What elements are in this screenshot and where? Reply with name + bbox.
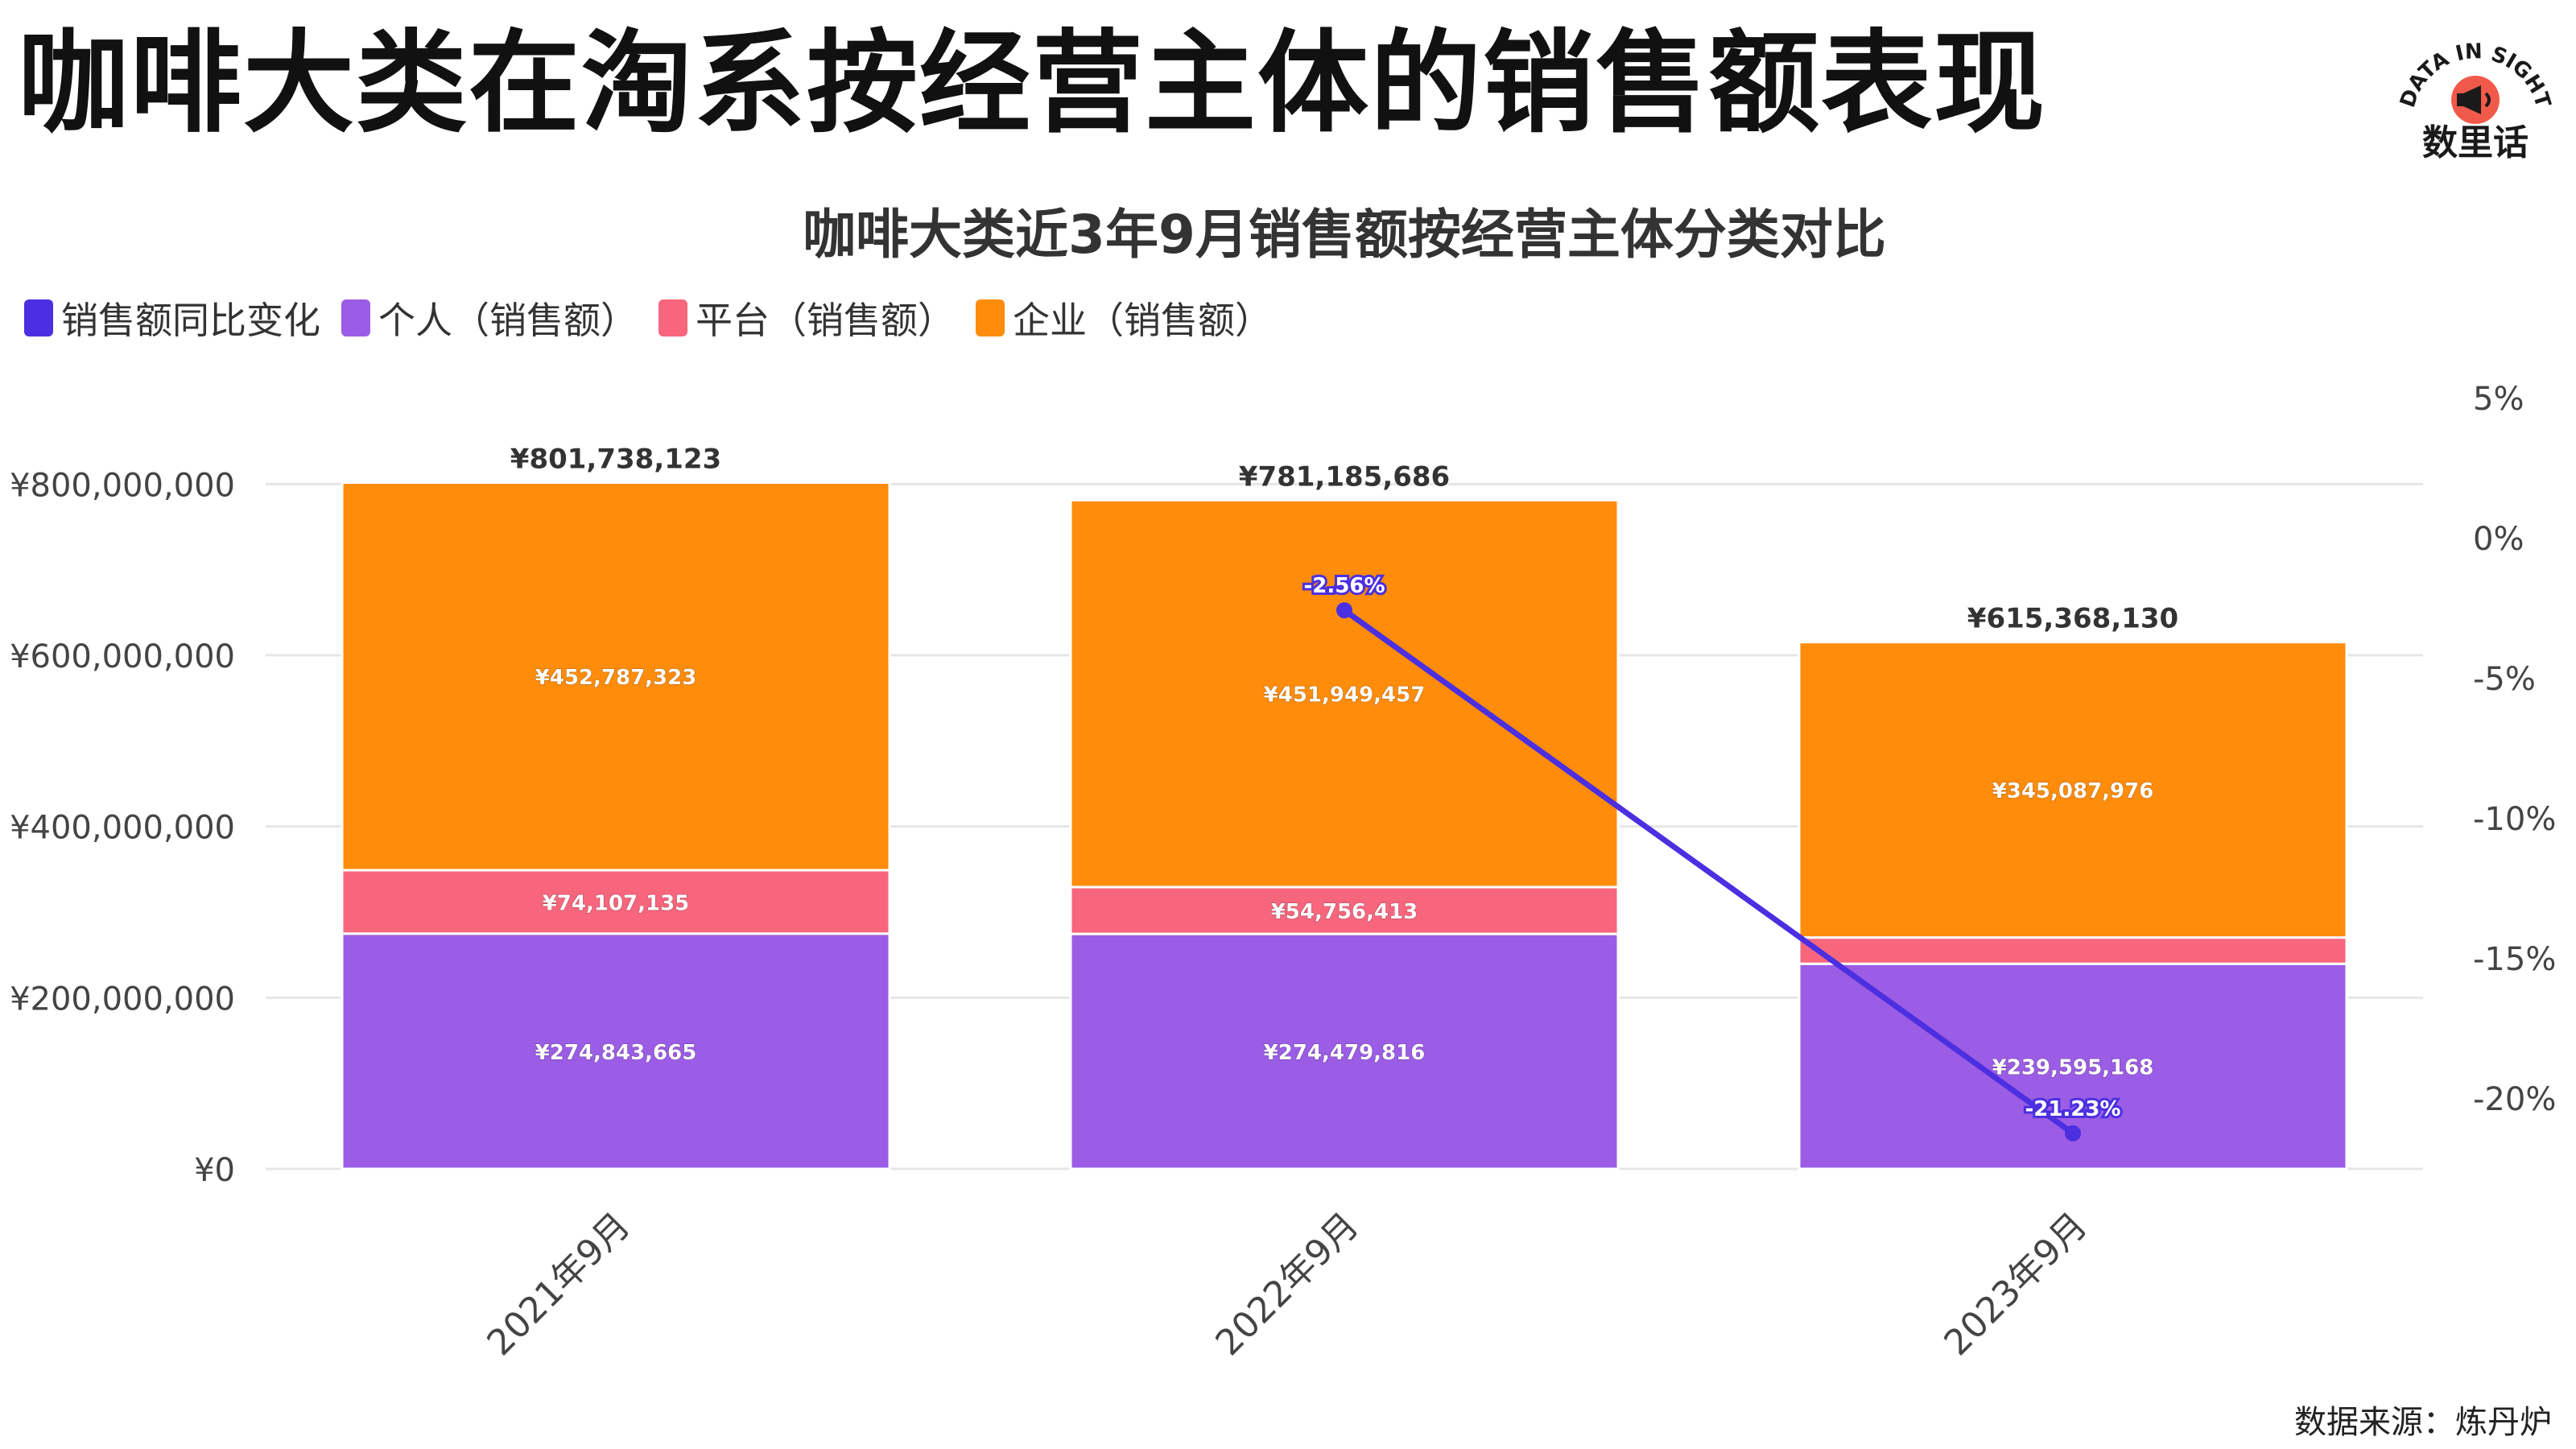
bar-segment — [1798, 936, 2348, 965]
bar-value-label: ¥274,843,665 — [535, 1041, 697, 1065]
x-tick-label: 2021年9月 — [480, 1205, 638, 1364]
bar-segment — [1069, 498, 1620, 889]
bar-value-label: ¥452,787,323 — [535, 666, 697, 690]
bar-segment — [1069, 886, 1620, 935]
bar-value-label: ¥54,756,413 — [1271, 900, 1418, 924]
brand-logo: DATA IN SIGHT 数里话 — [2396, 39, 2555, 161]
legend-label: 个人（销售额） — [378, 299, 638, 342]
yoy-point — [1336, 602, 1352, 619]
yoy-point-label: -2.56% — [1304, 574, 1385, 598]
y-left-tick-label: ¥400,000,000 — [10, 810, 235, 847]
x-tick-label: 2023年9月 — [1937, 1205, 2095, 1364]
bar-segment — [341, 869, 891, 935]
chart-title: 咖啡大类近3年9月销售额按经营主体分类对比 — [803, 204, 1886, 266]
legend-item-platform[interactable]: 平台（销售额） — [658, 291, 955, 345]
bar-value-label: ¥274,479,816 — [1264, 1041, 1426, 1065]
y-right-tick-label: -5% — [2473, 661, 2536, 698]
legend-swatch — [24, 299, 53, 336]
legend-label: 销售额同比变化 — [61, 299, 320, 342]
y-right-tick-label: -20% — [2473, 1081, 2556, 1118]
yoy-line — [1342, 608, 2075, 1136]
bar-segment — [341, 481, 891, 872]
y-left-tick-label: ¥600,000,000 — [10, 638, 235, 675]
y-left-tick-label: ¥200,000,000 — [10, 980, 235, 1018]
bar-total-label: ¥781,185,686 — [1239, 460, 1450, 493]
y-left-tick-label: ¥800,000,000 — [10, 467, 235, 504]
yoy-point — [2065, 1125, 2081, 1141]
legend-label: 企业（销售额） — [1013, 299, 1272, 342]
bar-segment — [1798, 641, 2348, 939]
bar-total-label: ¥615,368,130 — [1967, 603, 2178, 635]
chart-legend: 销售额同比变化 个人（销售额） 平台（销售额） 企业（销售额） — [24, 291, 1293, 345]
y-right-tick-label: 5% — [2473, 381, 2524, 418]
bar-total-label: ¥801,738,123 — [510, 443, 721, 475]
bar-segment — [1069, 932, 1620, 1170]
megaphone-icon — [2451, 76, 2500, 124]
bar-segment — [341, 932, 891, 1170]
legend-swatch — [976, 299, 1005, 336]
bar-value-label: ¥345,087,976 — [1992, 779, 2154, 803]
legend-swatch — [341, 299, 370, 336]
y-right-tick-label: 0% — [2473, 521, 2524, 558]
legend-item-enterprise[interactable]: 企业（销售额） — [976, 291, 1272, 345]
y-right-tick-label: -15% — [2473, 941, 2556, 978]
page-title: 咖啡大类在淘系按经营主体的销售额表现 — [18, 19, 2047, 148]
y-left-tick-label: ¥0 — [194, 1152, 235, 1189]
legend-label: 平台（销售额） — [696, 299, 955, 342]
data-source: 数据来源：炼丹炉 — [2294, 1404, 2552, 1441]
bar-value-label: ¥74,107,135 — [543, 891, 690, 915]
x-tick-label: 2022年9月 — [1208, 1205, 1367, 1364]
legend-item-personal[interactable]: 个人（销售额） — [341, 291, 638, 345]
logo-main-text: 数里话 — [2422, 122, 2529, 161]
legend-swatch — [658, 299, 687, 336]
legend-item-yoy[interactable]: 销售额同比变化 — [24, 291, 320, 345]
yoy-point-label: -21.23% — [2025, 1097, 2120, 1121]
bar-value-label: ¥239,595,168 — [1992, 1056, 2154, 1080]
y-right-tick-label: -10% — [2473, 801, 2556, 838]
bar-value-label: ¥451,949,457 — [1264, 683, 1426, 708]
